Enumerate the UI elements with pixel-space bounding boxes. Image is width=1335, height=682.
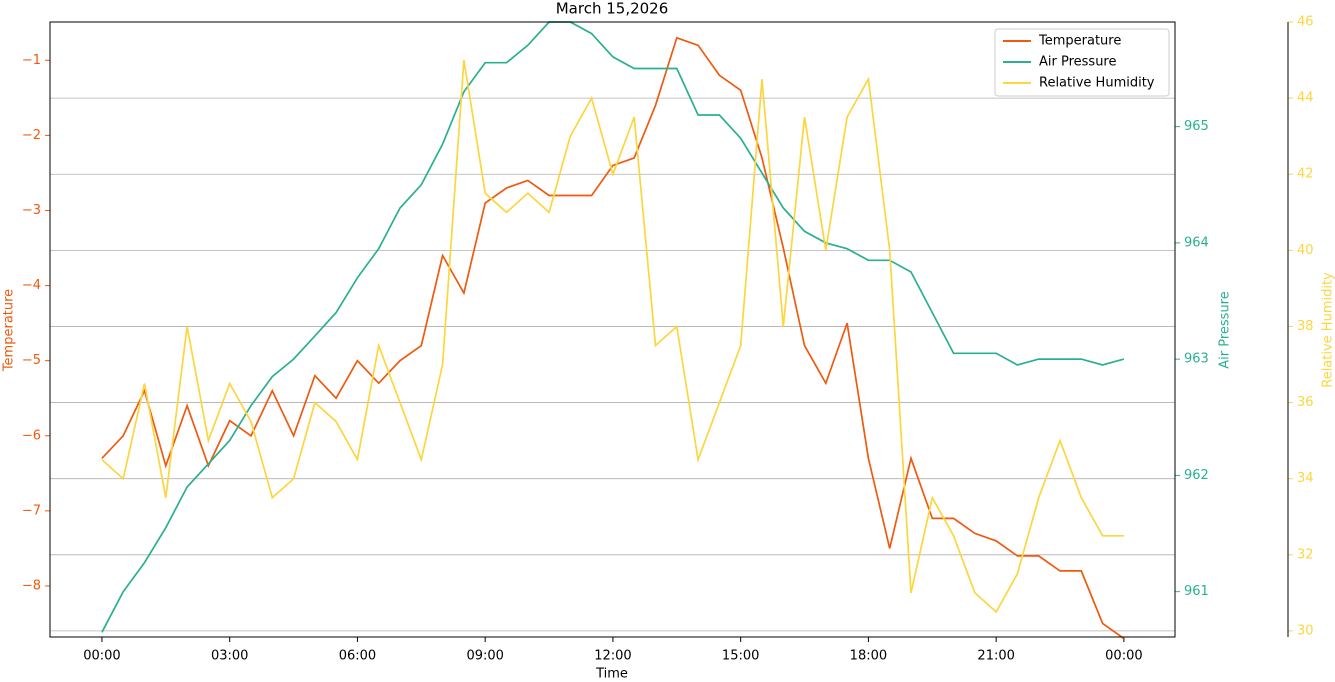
plot-frame xyxy=(49,21,1176,638)
x-tick-label: 21:00 xyxy=(977,649,1014,664)
x-tick-label: 09:00 xyxy=(466,649,503,664)
y2-axis-label: Air Pressure xyxy=(1218,291,1233,369)
y-tick-label: −1 xyxy=(22,53,41,68)
x-tick-label: 15:00 xyxy=(722,649,759,664)
y3-tick-label: 34 xyxy=(1297,471,1314,486)
y2-tick-label: 962 xyxy=(1184,468,1209,483)
y3-axis-label: Relative Humidity xyxy=(1321,272,1335,388)
x-tick-label: 00:00 xyxy=(83,649,120,664)
y-tick-label: −6 xyxy=(22,428,41,443)
y3-tick-label: 44 xyxy=(1297,91,1314,106)
y2-tick-label: 965 xyxy=(1184,119,1209,134)
line-series xyxy=(101,21,1125,633)
y3-tick-label: 36 xyxy=(1297,395,1314,410)
y-tick-label: −3 xyxy=(22,203,41,218)
y3-tick-label: 42 xyxy=(1297,167,1314,182)
y-tick-label: −2 xyxy=(22,128,41,143)
x-tick-label: 12:00 xyxy=(594,649,631,664)
legend-box xyxy=(994,28,1170,97)
chart-title: March 15,2026 xyxy=(556,0,669,18)
y2-tick-label: 961 xyxy=(1184,584,1209,599)
y-tick-label: −5 xyxy=(22,353,41,368)
legend-label: Air Pressure xyxy=(1039,55,1117,70)
y-tick-label: −8 xyxy=(22,578,41,593)
legend-label: Temperature xyxy=(1038,34,1121,49)
x-tick-label: 06:00 xyxy=(339,649,376,664)
y3-tick-label: 40 xyxy=(1297,243,1314,258)
legend-label: Relative Humidity xyxy=(1039,76,1155,91)
y3-tick-label: 32 xyxy=(1297,547,1314,562)
x-tick-label: 18:00 xyxy=(850,649,887,664)
y2-tick-label: 963 xyxy=(1184,352,1209,367)
x-tick-label: 03:00 xyxy=(211,649,248,664)
line-series xyxy=(101,36,1125,640)
y3-tick-label: 30 xyxy=(1297,623,1314,638)
y3-tick-label: 46 xyxy=(1297,15,1314,30)
y-axis-label: Temperature xyxy=(2,289,17,372)
line-series xyxy=(101,59,1124,614)
x-axis-label: Time xyxy=(595,667,628,682)
y2-tick-label: 964 xyxy=(1184,235,1209,250)
y-tick-label: −4 xyxy=(22,278,41,293)
y3-tick-label: 38 xyxy=(1297,319,1314,334)
y-tick-label: −7 xyxy=(22,503,41,518)
x-tick-label: 00:00 xyxy=(1105,649,1142,664)
